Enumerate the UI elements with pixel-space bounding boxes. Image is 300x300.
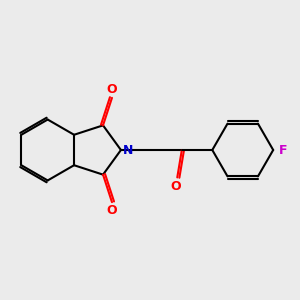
- Text: O: O: [170, 180, 181, 193]
- Text: N: N: [122, 143, 133, 157]
- Text: O: O: [107, 83, 117, 96]
- Text: O: O: [107, 204, 117, 217]
- Text: F: F: [279, 143, 287, 157]
